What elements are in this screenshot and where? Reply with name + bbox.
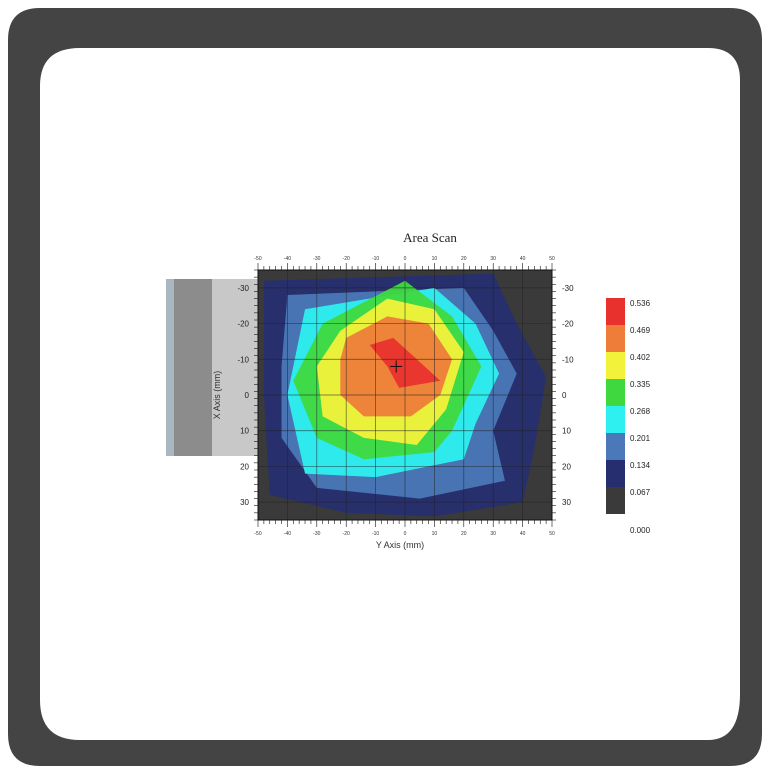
colorbar-row: 0.469: [606, 325, 666, 352]
chart-title: Area Scan: [403, 230, 457, 245]
colorbar-row: 0.134: [606, 460, 666, 487]
y-axis-label: X Axis (mm): [212, 370, 222, 420]
colorbar-value-label: 0.134: [630, 461, 651, 470]
y-tick-label-left: -20: [237, 320, 249, 329]
colorbar-value-label: 0.536: [630, 299, 651, 308]
y-tick-label-right: 10: [562, 427, 571, 436]
x-tick-label-bottom: -50: [254, 531, 261, 537]
colorbar-swatch: [606, 460, 625, 487]
x-tick-label-top: 0: [404, 256, 407, 262]
colorbar-swatch: [606, 352, 625, 379]
x-tick-label-bottom: 0: [404, 531, 407, 537]
y-tick-label-right: -30: [562, 284, 574, 293]
colorbar-row: 0.201: [606, 433, 666, 460]
colorbar-row: 0.335: [606, 379, 666, 406]
y-tick-label-left: 10: [240, 427, 249, 436]
x-tick-label-bottom: -10: [372, 531, 379, 537]
colorbar-row: 0.067: [606, 487, 666, 514]
colorbar-row: 0.268: [606, 406, 666, 433]
y-tick-label-right: -10: [562, 355, 574, 364]
colorbar-row: 0.536: [606, 298, 666, 325]
overlay-photo: [166, 279, 258, 456]
y-tick-label-left: 0: [245, 391, 250, 400]
y-tick-label-left: -30: [237, 284, 249, 293]
y-tick-label-right: 30: [562, 498, 571, 507]
y-tick-label-right: 20: [562, 462, 571, 471]
colorbar-value-label: 0.335: [630, 380, 651, 389]
x-tick-label-top: 10: [432, 256, 438, 262]
x-tick-label-bottom: -40: [284, 531, 291, 537]
x-tick-label-top: -50: [254, 256, 261, 262]
x-tick-label-bottom: 30: [490, 531, 496, 537]
colorbar-row: 0.402: [606, 352, 666, 379]
colorbar-swatch: [606, 379, 625, 406]
colorbar-swatch: [606, 325, 625, 352]
x-tick-label-top: -30: [313, 256, 320, 262]
x-tick-label-top: 20: [461, 256, 467, 262]
colorbar-legend: 0.536 0.469 0.402 0.335 0.268 0.201 0.134 0.067: [606, 298, 666, 514]
x-tick-label-bottom: 10: [432, 531, 438, 537]
colorbar-value-label: 0.469: [630, 326, 651, 335]
colorbar-value-label: 0.067: [630, 488, 651, 497]
y-tick-label-left: -10: [237, 355, 249, 364]
colorbar-swatch: [606, 487, 625, 514]
x-tick-label-bottom: -30: [313, 531, 320, 537]
colorbar-min-label: 0.000: [630, 526, 651, 535]
x-tick-label-top: 30: [490, 256, 496, 262]
colorbar-value-label: 0.268: [630, 407, 651, 416]
x-tick-label-top: 40: [520, 256, 526, 262]
x-tick-label-bottom: -20: [343, 531, 350, 537]
x-tick-label-top: -40: [284, 256, 291, 262]
x-tick-label-top: -20: [343, 256, 350, 262]
x-tick-label-bottom: 20: [461, 531, 467, 537]
peak-marker: [390, 360, 403, 373]
x-axis-label: Y Axis (mm): [375, 540, 425, 550]
x-tick-label-top: 50: [549, 256, 555, 262]
y-tick-label-right: -20: [562, 320, 574, 329]
y-tick-label-left: 30: [240, 498, 249, 507]
colorbar-swatch: [606, 406, 625, 433]
colorbar-value-label: 0.402: [630, 353, 651, 362]
colorbar-swatch: [606, 433, 625, 460]
x-tick-label-top: -10: [372, 256, 379, 262]
y-tick-label-right: 0: [562, 391, 567, 400]
x-tick-label-bottom: 50: [549, 531, 555, 537]
x-tick-label-bottom: 40: [520, 531, 526, 537]
colorbar-value-label: 0.201: [630, 434, 651, 443]
colorbar-swatch: [606, 298, 625, 325]
y-tick-label-left: 20: [240, 462, 249, 471]
